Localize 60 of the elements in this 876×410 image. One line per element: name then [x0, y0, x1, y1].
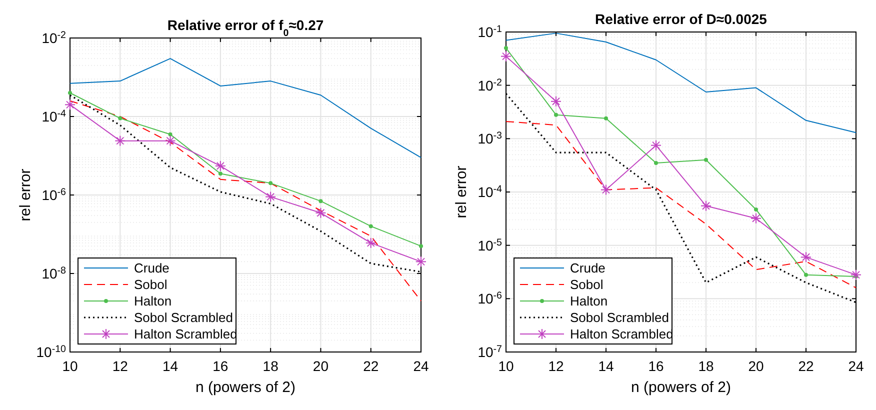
legend-label: Sobol Scrambled [570, 310, 669, 325]
point [68, 90, 72, 95]
x-tick-label: 24 [848, 358, 864, 374]
y-tick-label: 10$^{-3}$ [478, 130, 503, 147]
y-tick-label: 10$^{-10}$ [36, 344, 67, 360]
point [604, 116, 608, 120]
x-tick-label: 22 [363, 358, 379, 374]
x-tick-label: 14 [598, 358, 614, 374]
y-tick-label: 10$^{-2}$ [42, 30, 66, 46]
line-series [506, 32, 856, 134]
x-tick-label: 24 [413, 358, 429, 374]
x-tick-label: 22 [798, 358, 814, 374]
line-series [506, 120, 856, 288]
y-tick-label: 10$^{-4}$ [42, 108, 67, 124]
point [268, 181, 273, 186]
point [318, 199, 323, 204]
legend-label: Sobol Scrambled [134, 310, 233, 325]
x-tick-label: 18 [698, 358, 714, 374]
x-tick-label: 14 [162, 358, 178, 374]
line-series [70, 58, 422, 158]
y-axis-title: rel error [17, 168, 34, 222]
point [419, 244, 423, 248]
y-tick-label: 10$^{-1}$ [478, 24, 502, 40]
legend-label: Sobol [570, 277, 604, 292]
point [754, 207, 758, 212]
x-tick-label: 10 [62, 358, 78, 374]
y-axis-title: rel error [453, 166, 470, 218]
x-tick-label: 12 [112, 358, 128, 374]
point [218, 172, 222, 176]
y-tick-label: 10$^{-6}$ [42, 186, 67, 203]
chart-title: Relative error of D≈0.0025 [595, 11, 768, 27]
x-axis-title: n (powers of 2) [195, 379, 296, 396]
y-tick-label: 10$^{-5}$ [478, 236, 503, 254]
point [804, 272, 808, 277]
x-tick-label: 10 [498, 358, 514, 374]
x-tick-label: 20 [748, 358, 764, 374]
point [168, 132, 172, 136]
chart-title: Relative error of f$_{0}$≈0.27 [167, 17, 324, 38]
x-tick-label: 16 [212, 358, 228, 374]
x-tick-label: 16 [648, 358, 664, 374]
point [704, 158, 708, 162]
point [118, 116, 122, 120]
point [504, 46, 508, 50]
x-tick-label: 12 [548, 358, 564, 374]
x-tick-label: 18 [262, 358, 279, 374]
legend-label: Crude [134, 260, 170, 276]
point [554, 112, 558, 117]
y-tick-label: 10$^{-2}$ [478, 76, 502, 94]
legend-label: Crude [570, 260, 606, 276]
y-tick-label: 10$^{-7}$ [478, 344, 502, 360]
point [368, 224, 373, 228]
legend-label: Halton [570, 294, 608, 308]
legend-label: Sobol [134, 277, 168, 292]
x-tick-label: 20 [312, 358, 329, 374]
y-tick-label: 10$^{-8}$ [42, 265, 67, 282]
y-tick-label: 10$^{-4}$ [478, 184, 503, 200]
y-tick-label: 10$^{-6}$ [478, 290, 503, 307]
x-axis-title: n (powers of 2) [630, 379, 732, 396]
point [654, 160, 658, 165]
legend-label: Halton [134, 294, 172, 308]
